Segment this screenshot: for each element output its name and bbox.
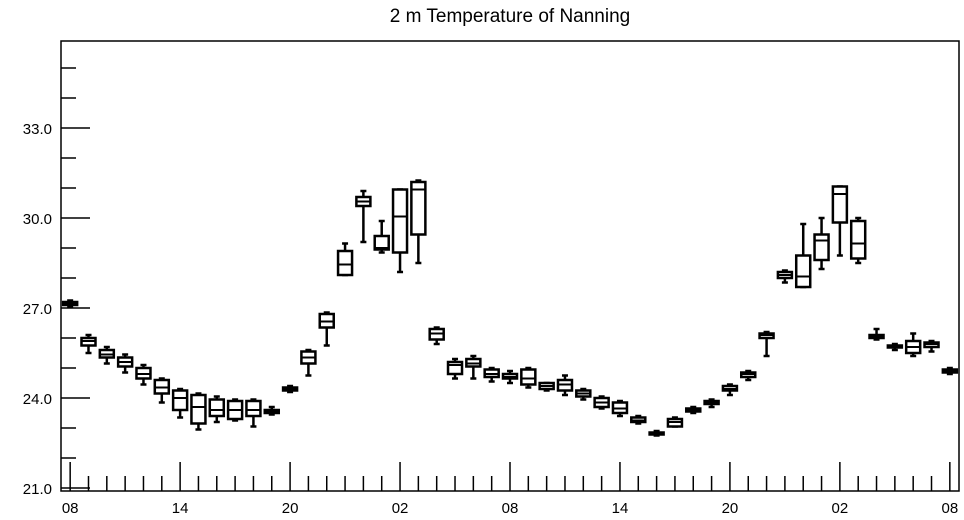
box: [410, 180, 427, 236]
x-tick-label: 02: [832, 500, 849, 517]
axes: 21.0 24.0 27.0 30.0 33.0 08 14 20 02 08 14 20 02 08: [23, 67, 958, 517]
box: [208, 398, 226, 418]
x-tick-label: 14: [612, 500, 629, 517]
box-plot-item: [300, 348, 317, 377]
box-plot-item: [245, 398, 262, 428]
box-plot-item: [465, 354, 482, 380]
box-plot-item: [281, 384, 299, 394]
box-plot-item: [849, 216, 867, 265]
x-tick-label: 14: [172, 500, 189, 517]
box-plot-item: [666, 416, 684, 428]
box-series: [61, 179, 959, 437]
box: [831, 185, 849, 224]
box-plot-item: [171, 387, 189, 419]
box-plot-item: [336, 242, 354, 277]
box-plot-item: [685, 405, 702, 415]
box-plot-item: [135, 363, 152, 386]
box-plot-item: [373, 219, 390, 254]
box-plot-item: [483, 366, 500, 383]
box-plot-item: [263, 405, 281, 416]
box-plot-item: [80, 333, 97, 355]
box: [813, 233, 830, 262]
box-plot-item: [923, 339, 940, 353]
box-plot-item: [556, 374, 574, 397]
box-plot-item: [611, 399, 629, 418]
box: [849, 219, 867, 260]
box-plot-item: [116, 353, 134, 374]
box-plot-item: [98, 345, 116, 365]
box-plot-item: [538, 381, 555, 392]
box: [446, 360, 464, 376]
box-plot-item: [758, 330, 775, 358]
box: [373, 234, 390, 251]
box-plot-item: [886, 342, 904, 352]
x-tick-label: 08: [941, 500, 958, 517]
box: [190, 393, 207, 425]
box-plot-item: [904, 332, 922, 358]
box-plot-item: [648, 429, 665, 437]
box-plot-item: [813, 216, 830, 271]
x-tick-label: 02: [392, 500, 409, 517]
box-plot-item: [391, 188, 409, 274]
x-tick-label: 08: [62, 500, 79, 517]
box-plot-item: [428, 326, 445, 346]
box-plot-item: [208, 395, 226, 424]
box-plot-item: [630, 414, 647, 425]
y-tick-label: 27.0: [23, 301, 52, 318]
box-plot-item: [355, 189, 372, 244]
box: [171, 389, 189, 412]
chart-title: 2 m Temperature of Nanning: [390, 6, 630, 27]
box-plot-item: [190, 392, 207, 431]
box-plot-item: [868, 327, 885, 341]
box-plot-item: [318, 311, 335, 347]
box-plot-item: [575, 387, 592, 401]
box: [245, 399, 262, 418]
box-plot-item: [794, 222, 812, 289]
box-plot-item: [520, 366, 537, 389]
plot-frame: [60, 40, 960, 492]
box-plot-item: [941, 366, 959, 376]
y-tick-label: 21.0: [23, 481, 52, 498]
x-tick-label: 20: [282, 500, 299, 517]
box: [336, 249, 354, 277]
box-plot-item: [703, 398, 720, 409]
box-plot-item: [593, 395, 610, 410]
box-plot-item: [226, 398, 244, 422]
box-plot-item: [61, 299, 79, 308]
y-tick-label: 24.0: [23, 391, 52, 408]
y-tick-label: 33.0: [23, 121, 52, 138]
box-plot-item: [501, 369, 519, 385]
box-plot-item: [831, 185, 849, 257]
box-plot-item: [410, 179, 427, 265]
box-plot-item: [739, 369, 757, 382]
box-plot-item: [153, 377, 171, 404]
box: [520, 368, 537, 386]
box-plot-item: [721, 383, 739, 397]
y-tick-label: 30.0: [23, 211, 52, 228]
box-plot-item: [446, 357, 464, 380]
x-tick-label: 20: [722, 500, 739, 517]
box: [391, 188, 409, 254]
box: [794, 254, 812, 289]
x-tick-label: 08: [502, 500, 519, 517]
box-plot-item: [776, 269, 794, 284]
